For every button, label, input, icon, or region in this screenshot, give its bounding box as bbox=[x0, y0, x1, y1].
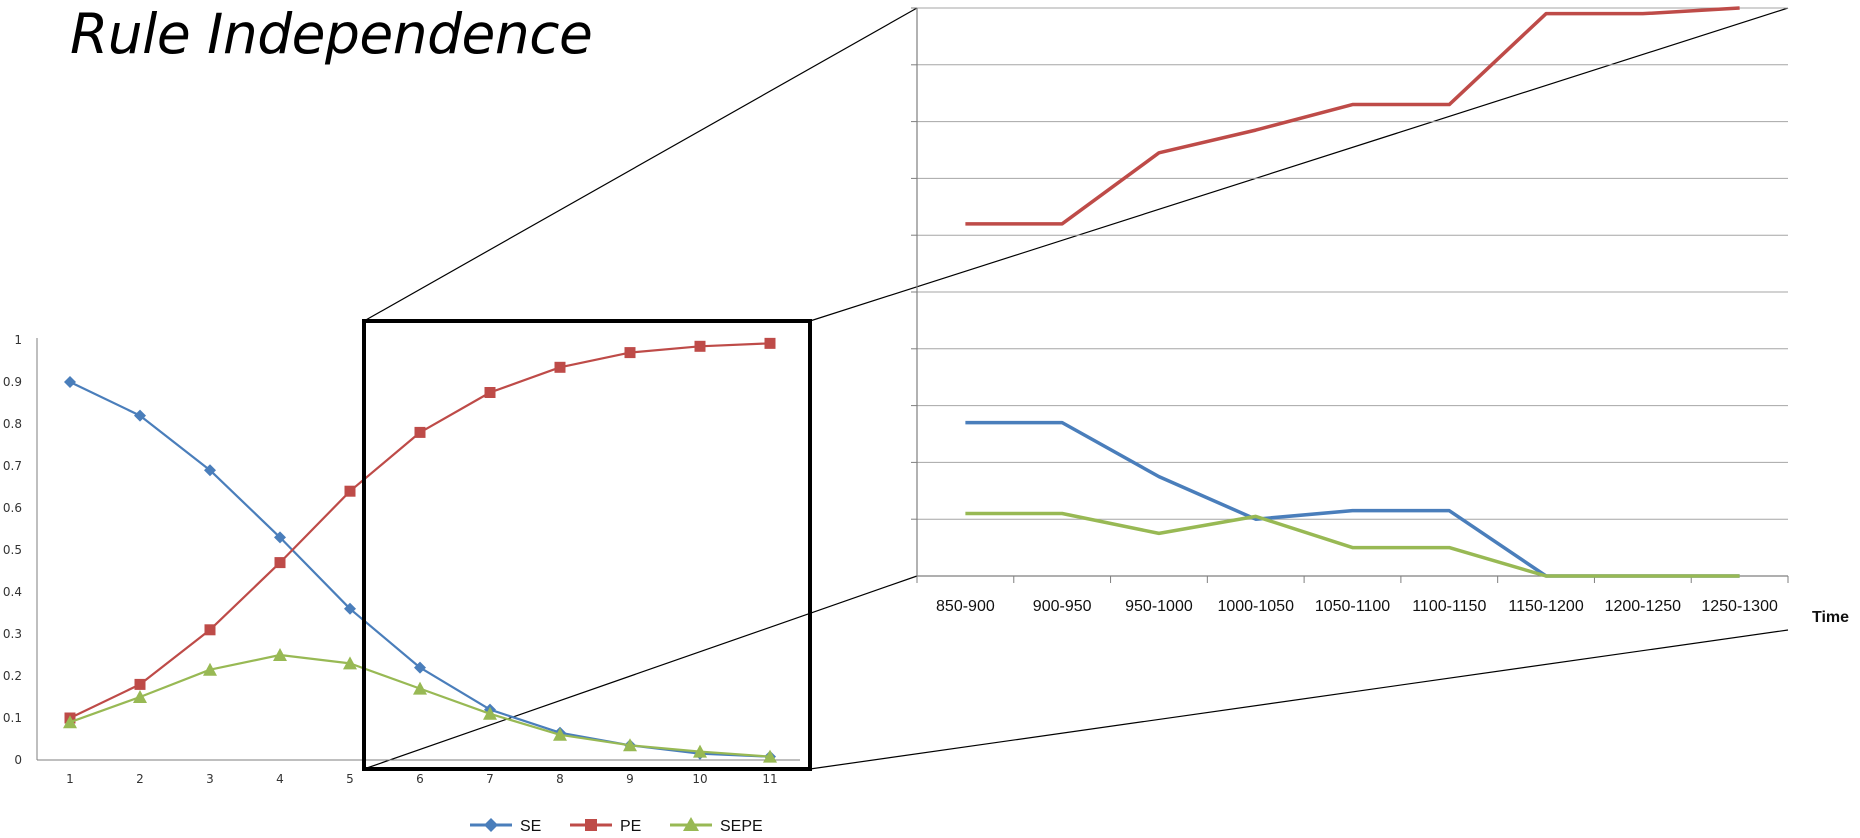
legend: SE PE SEPE bbox=[470, 817, 763, 835]
overview-marker-sepe bbox=[553, 727, 567, 741]
overview-marker-sepe bbox=[273, 648, 287, 661]
zoomed-x-axis-title: Time bbox=[1812, 609, 1849, 626]
overview-marker-sepe bbox=[693, 744, 707, 758]
overview-x-tick-label: 7 bbox=[486, 772, 494, 786]
overview-marker-pe bbox=[344, 485, 356, 497]
overview-y-tick-label: 0.1 bbox=[3, 711, 22, 725]
overview-marker-se bbox=[344, 602, 356, 615]
overview-marker-pe bbox=[484, 387, 496, 398]
overview-x-tick-label: 10 bbox=[692, 772, 707, 786]
zoomed-x-tick-label: 950-1000 bbox=[1125, 598, 1193, 615]
zoomed-axes bbox=[911, 7, 1789, 583]
legend-item-pe: PE bbox=[570, 818, 641, 835]
overview-marker-sepe bbox=[343, 656, 357, 670]
zoomed-x-tick-label: 900-950 bbox=[1033, 598, 1092, 615]
zoomed-chart: 850-900 900-950 950-1000 1000-1050 1050-1100… bbox=[911, 6, 1849, 626]
overview-marker-pe bbox=[414, 426, 426, 438]
zoomed-x-tick-label: 1000-1050 bbox=[1217, 598, 1294, 615]
overview-x-tick-label: 6 bbox=[416, 772, 424, 786]
overview-marker-se bbox=[134, 409, 146, 422]
overview-y-tick-label: 0.4 bbox=[3, 585, 22, 599]
zoomed-x-tick-label: 1100-1150 bbox=[1412, 598, 1486, 615]
zoomed-line-se bbox=[965, 420, 1740, 578]
overview-marker-sepe bbox=[483, 706, 497, 720]
legend-label-se: SE bbox=[520, 818, 541, 835]
overview-y-tick-label: 0 bbox=[14, 753, 22, 767]
legend-marker bbox=[484, 818, 498, 832]
overview-marker-pe bbox=[554, 361, 566, 373]
overview-marker-se bbox=[64, 376, 76, 388]
overview-marker-pe bbox=[274, 557, 286, 569]
overview-marker-pe bbox=[624, 347, 636, 359]
zoomed-x-tick-label: 850-900 bbox=[936, 598, 995, 615]
zoomed-x-tick-label: 1050-1100 bbox=[1315, 598, 1390, 615]
legend-label-pe: PE bbox=[620, 818, 641, 835]
overview-marker-se bbox=[414, 661, 426, 674]
overview-series bbox=[63, 337, 777, 763]
overview-y-tick-label: 0.2 bbox=[3, 669, 22, 683]
overview-x-tick-label: 3 bbox=[206, 772, 214, 786]
overview-y-tick-label: 0.6 bbox=[3, 501, 22, 515]
legend-item-sepe: SEPE bbox=[670, 817, 763, 835]
connector-line bbox=[363, 7, 918, 322]
overview-x-tick-label: 5 bbox=[346, 772, 354, 786]
zoomed-line-pe bbox=[965, 6, 1740, 226]
connector-line bbox=[363, 575, 918, 770]
overview-marker-se bbox=[274, 531, 286, 544]
zoomed-x-tick-label: 1250-1300 bbox=[1701, 598, 1778, 615]
overview-marker-sepe bbox=[63, 715, 77, 729]
overview-y-tick-label: 0.8 bbox=[3, 417, 22, 431]
overview-y-tick-label: 0.7 bbox=[3, 459, 22, 473]
overview-marker-sepe bbox=[203, 662, 217, 676]
overview-marker-sepe bbox=[623, 738, 637, 752]
overview-marker-pe bbox=[764, 337, 776, 349]
overview-line-se bbox=[69, 381, 771, 758]
overview-marker-pe bbox=[134, 678, 146, 690]
overview-series-pe bbox=[64, 337, 776, 724]
overview-y-tick-label: 0.9 bbox=[3, 375, 22, 389]
overview-x-tick-labels: 1 2 3 4 5 6 7 8 9 10 11 bbox=[66, 772, 777, 786]
zoomed-series bbox=[965, 6, 1740, 578]
overview-x-tick-label: 11 bbox=[762, 772, 777, 786]
overview-series-sepe bbox=[63, 648, 777, 763]
overview-marker-pe bbox=[204, 624, 216, 636]
overview-y-tick-label: 0.5 bbox=[3, 543, 22, 557]
overview-marker-sepe bbox=[133, 690, 147, 703]
legend-marker bbox=[683, 817, 699, 831]
overview-marker-se bbox=[204, 464, 216, 477]
connector-line bbox=[809, 629, 1789, 770]
overview-x-tick-label: 4 bbox=[276, 772, 284, 786]
zoomed-line-sepe bbox=[965, 511, 1740, 578]
overview-marker-sepe bbox=[413, 681, 427, 695]
zoom-connector-lines bbox=[363, 7, 1789, 770]
zoomed-x-tick-label: 1200-1250 bbox=[1605, 598, 1682, 615]
overview-x-tick-label: 8 bbox=[556, 772, 564, 786]
overview-y-tick-labels: 0 0.1 0.2 0.3 0.4 0.5 0.6 0.7 0.8 0.9 1 bbox=[3, 333, 22, 767]
legend-marker bbox=[585, 819, 597, 831]
overview-x-tick-label: 9 bbox=[626, 772, 634, 786]
zoomed-x-tick-labels: 850-900 900-950 950-1000 1000-1050 1050-1100… bbox=[936, 598, 1778, 615]
overview-x-tick-label: 1 bbox=[66, 772, 74, 786]
overview-x-tick-label: 2 bbox=[136, 772, 144, 786]
legend-item-se: SE bbox=[470, 818, 541, 835]
overview-marker-pe bbox=[694, 340, 706, 352]
overview-y-tick-label: 1 bbox=[14, 333, 22, 347]
overview-marker-sepe bbox=[763, 749, 777, 763]
zoom-region-box bbox=[362, 319, 812, 771]
connector-line bbox=[809, 7, 1789, 322]
page-title: Rule Independence bbox=[70, 2, 593, 66]
zoomed-gridlines bbox=[917, 7, 1788, 520]
legend-label-sepe: SEPE bbox=[720, 818, 763, 835]
zoomed-x-tick-label: 1150-1200 bbox=[1508, 598, 1583, 615]
overview-y-tick-label: 0.3 bbox=[3, 627, 22, 641]
